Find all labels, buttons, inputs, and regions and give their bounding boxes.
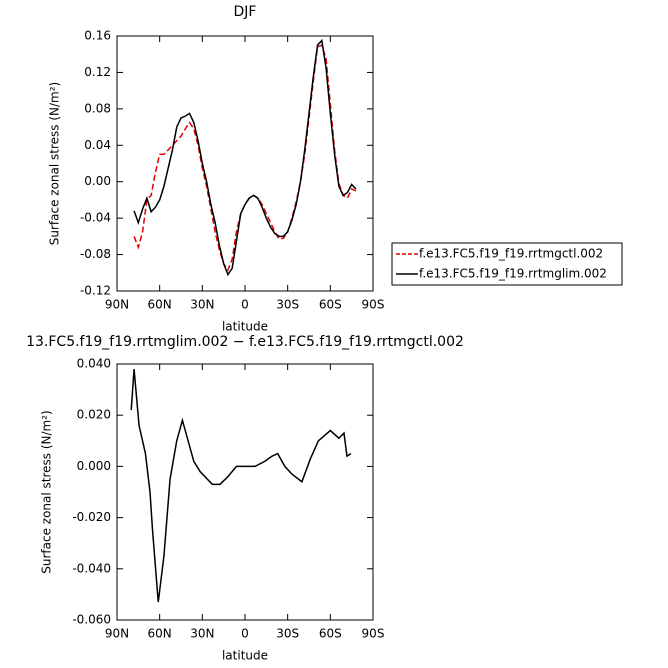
x-tick-label: 30S [276, 627, 299, 641]
y-axis-label: Surface zonal stress (N/m²) [48, 82, 62, 246]
x-tick-label: 30N [190, 627, 214, 641]
x-tick-label: 90S [362, 298, 385, 312]
plot-frame [116, 363, 374, 621]
y-tick-label: 0.00 [84, 174, 111, 188]
chart-title: 13.FC5.f19_f19.rrtmglim.002 − f.e13.FC5.… [26, 334, 464, 350]
x-tick-label: 60N [148, 627, 172, 641]
y-axis-label: Surface zonal stress (N/m²) [40, 410, 54, 574]
x-tick-label: 0 [241, 298, 249, 312]
x-tick-label: 90N [105, 298, 129, 312]
data-line [133, 38, 357, 277]
legend-label: f.e13.FC5.f19_f19.rrtmgctl.002 [419, 247, 603, 261]
data-line [130, 369, 352, 603]
y-tick-label: -0.08 [80, 247, 111, 261]
x-tick-label: 0 [241, 627, 249, 641]
y-tick-label: 0.020 [77, 408, 111, 422]
y-tick-label: -0.040 [72, 561, 111, 575]
x-tick-label: 90S [362, 627, 385, 641]
x-tick-label: 60N [148, 298, 172, 312]
legend-label: f.e13.FC5.f19_f19.rrtmglim.002 [419, 267, 607, 281]
x-tick-label: 30N [190, 298, 214, 312]
y-tick-label: 0.12 [84, 65, 111, 79]
x-tick-label: 60S [319, 627, 342, 641]
plot-frame [116, 35, 374, 292]
y-tick-label: 0.08 [84, 101, 111, 115]
y-tick-label: 0.04 [84, 138, 111, 152]
y-tick-label: -0.04 [80, 211, 111, 225]
chart-title: DJF [234, 4, 257, 20]
data-line [133, 44, 357, 272]
x-axis-label: latitude [222, 649, 268, 663]
x-tick-label: 30S [276, 298, 299, 312]
legend-box [391, 242, 623, 286]
y-tick-label: 0.16 [84, 29, 111, 43]
y-tick-label: -0.060 [72, 613, 111, 627]
x-axis-label: latitude [222, 320, 268, 334]
y-tick-label: 0.040 [77, 357, 111, 371]
y-tick-label: -0.020 [72, 510, 111, 524]
y-tick-label: -0.12 [80, 284, 111, 298]
x-tick-label: 60S [319, 298, 342, 312]
y-tick-label: 0.000 [77, 459, 111, 473]
x-tick-label: 90N [105, 627, 129, 641]
